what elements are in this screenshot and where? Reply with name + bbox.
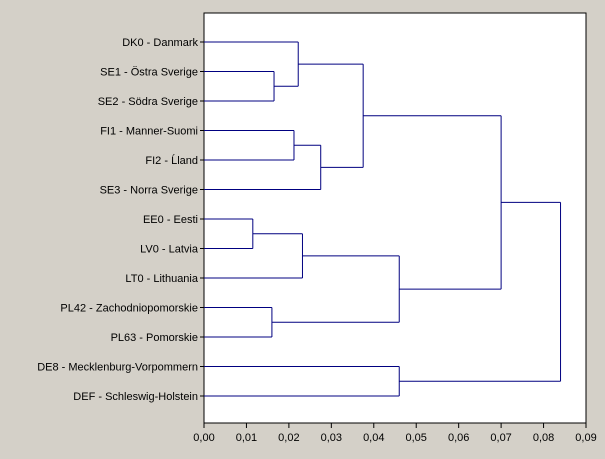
x-tick-label: 0,01	[236, 432, 257, 444]
leaf-label: SE2 - Södra Sverige	[98, 96, 198, 108]
leaf-label: SE3 - Norra Sverige	[100, 185, 198, 197]
x-tick-label: 0,04	[363, 432, 384, 444]
leaf-labels: DK0 - Danmark SE1 - Östra Sverige SE2 - Sö…	[37, 37, 199, 403]
x-tick-label: 0,09	[575, 432, 596, 444]
dendrogram-links	[204, 41, 562, 397]
leaf-label: FI2 - Ĺland	[145, 154, 198, 167]
x-tick-label: 0,02	[278, 432, 299, 444]
x-tick-label: 0,03	[321, 432, 342, 444]
x-tick-label: 0,05	[406, 432, 427, 444]
x-tick-label: 0,00	[193, 432, 214, 444]
leaf-label: EE0 - Eesti	[143, 214, 198, 226]
x-tick-label: 0,07	[490, 432, 511, 444]
plot-area	[203, 12, 587, 424]
x-axis: 0,00 0,01 0,02 0,03 0,04 0,05 0,06 0,07 0,08 0,09	[193, 41, 597, 444]
leaf-label: LT0 - Lithuania	[125, 273, 198, 285]
x-tick-label: 0,06	[448, 432, 469, 444]
leaf-label: LV0 - Latvia	[140, 244, 199, 256]
leaf-label: SE1 - Östra Sverige	[100, 67, 198, 79]
leaf-label: FI1 - Manner-Suomi	[100, 126, 198, 138]
leaf-label: PL42 - Zachodniopomorskie	[60, 303, 198, 315]
leaf-label: PL63 - Pomorskie	[111, 332, 198, 344]
leaf-label: DK0 - Danmark	[122, 37, 198, 49]
leaf-label: DE8 - Mecklenburg-Vorpommern	[37, 362, 198, 374]
leaf-label: DEF - Schleswig-Holstein	[73, 391, 198, 403]
x-tick-label: 0,08	[533, 432, 554, 444]
